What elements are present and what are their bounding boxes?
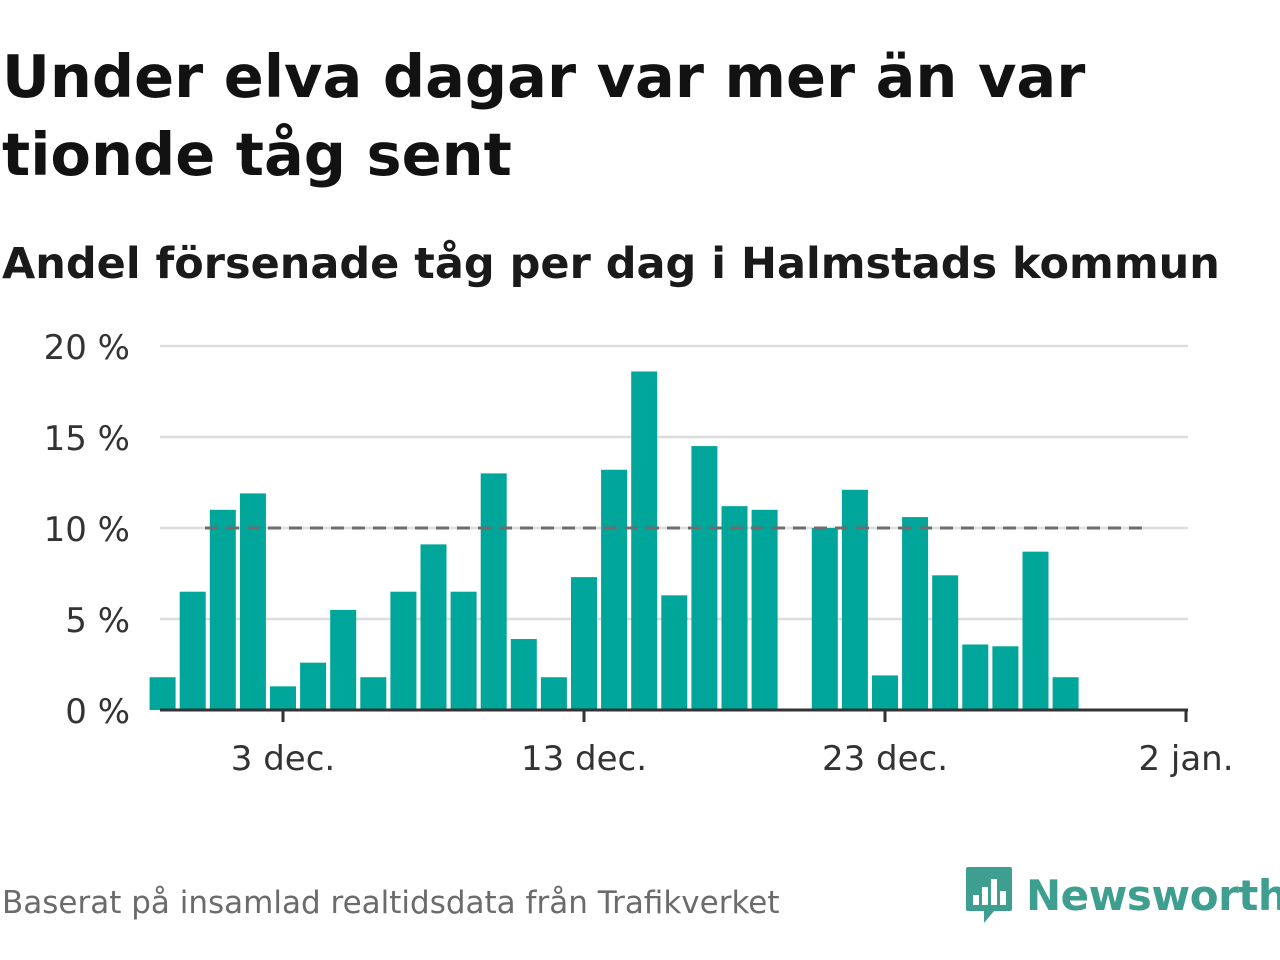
bar: [209, 509, 236, 710]
bar: [631, 371, 658, 710]
bar: [390, 591, 417, 710]
brand-name: Newsworthy: [1026, 870, 1280, 920]
bar: [872, 675, 898, 710]
bar: [751, 509, 778, 710]
bar: [480, 473, 507, 710]
y-tick-label: 5 %: [65, 601, 130, 641]
bar: [450, 591, 477, 710]
bar: [510, 639, 537, 710]
bar: [811, 528, 838, 710]
y-tick-label: 0 %: [65, 692, 130, 732]
bar: [330, 609, 357, 710]
bar: [841, 489, 868, 710]
bar: [571, 577, 597, 710]
newsworthy-logo-icon: [966, 867, 1012, 923]
x-tick-label: 13 dec.: [521, 739, 647, 779]
bar: [721, 506, 748, 710]
x-tick-label: 3 dec.: [231, 739, 335, 779]
bar: [300, 662, 327, 710]
y-tick-label: 20 %: [44, 328, 130, 368]
bar: [360, 677, 387, 710]
bar: [540, 677, 567, 710]
bar: [1022, 551, 1049, 710]
x-axis: [160, 708, 1188, 722]
chart-title: Under elva dagar var mer än var tionde t…: [2, 42, 1086, 189]
bar: [902, 517, 929, 710]
bar: [179, 591, 206, 710]
x-tick-label: 23 dec.: [822, 739, 948, 779]
bar: [149, 677, 176, 710]
y-tick-label: 15 %: [44, 419, 130, 459]
brand-logo: Newsworthy: [964, 864, 1280, 926]
y-axis-labels: 0 % 5 % 10 % 15 % 20 %: [44, 328, 130, 732]
bar: [601, 469, 628, 710]
bar: [270, 686, 296, 710]
bar: [691, 446, 718, 710]
bar: [1052, 677, 1079, 710]
bars: [149, 371, 1079, 710]
bar: [932, 575, 959, 710]
chart-subtitle: Andel försenade tåg per dag i Halmstads …: [2, 239, 1220, 289]
bar: [420, 544, 447, 710]
source-note: Baserat på insamlad realtidsdata från Tr…: [2, 885, 780, 921]
bar-chart: 0 % 5 % 10 % 15 % 20 % 3 dec. 13 dec. 23 dec. 2…: [44, 328, 1234, 779]
bar: [239, 493, 266, 710]
x-tick-label: 2 jan.: [1138, 739, 1233, 779]
bar: [962, 644, 989, 710]
y-tick-label: 10 %: [44, 510, 130, 550]
bar: [992, 646, 1019, 710]
bar: [661, 595, 688, 710]
x-axis-labels: 3 dec. 13 dec. 23 dec. 2 jan.: [231, 739, 1234, 779]
